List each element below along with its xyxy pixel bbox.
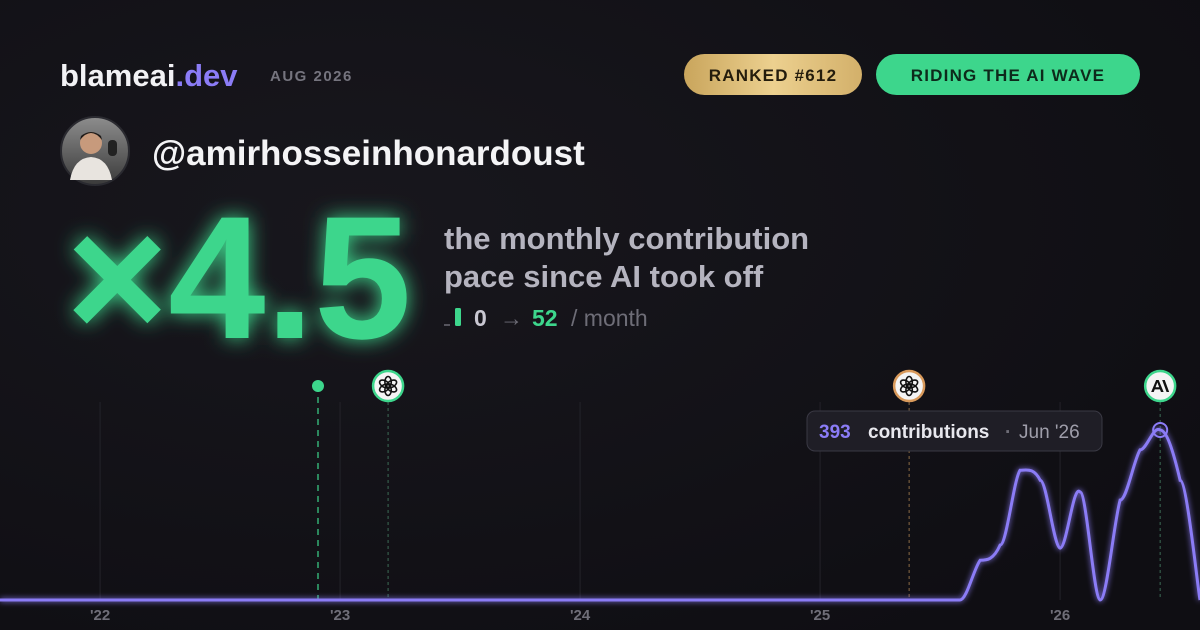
x-tick-label: '22: [90, 607, 110, 624]
x-tick-label: '23: [330, 607, 350, 624]
multiplier: ×4.5: [66, 181, 411, 376]
mini-bars: [444, 308, 461, 326]
event-icon: [371, 369, 405, 403]
status-badge: [876, 54, 1140, 95]
x-tick-label: '26: [1050, 607, 1070, 624]
pace-arrow: →: [500, 305, 523, 331]
caption-line: the monthly contribution: [444, 221, 809, 256]
logo-petal: [378, 379, 391, 389]
rank-badge: [684, 54, 862, 95]
event-logo: [1151, 380, 1170, 392]
event-dot: [312, 380, 324, 392]
avatar: [60, 116, 130, 186]
pace-after: 52: [532, 305, 558, 331]
event-logo: [899, 375, 919, 397]
pace-line: 0 → 52 / month: [474, 305, 648, 331]
brand: blameai.dev: [60, 58, 238, 93]
highlight-point: [1152, 422, 1169, 439]
rank-badge-text: RANKED #612: [709, 66, 837, 85]
chart: '22 '23 '24 '25 '26 393 contributions · Jun '26: [0, 369, 1200, 624]
tooltip-label: contributions: [868, 422, 989, 443]
logo-petal: [899, 379, 912, 389]
handle: @amirhosseinhonardoust: [152, 134, 585, 173]
event-logo: [378, 375, 398, 397]
date: AUG 2026: [270, 68, 353, 85]
x-tick-label: '25: [810, 607, 830, 624]
tooltip-separator: ·: [1005, 422, 1011, 443]
x-tick-label: '24: [570, 607, 591, 624]
tooltip-date: Jun '26: [1019, 422, 1080, 443]
line: [0, 427, 1200, 602]
brand-name: blameai: [60, 58, 175, 93]
pace-unit: / month: [571, 305, 648, 331]
caption-line: pace since AI took off: [444, 259, 764, 294]
tooltip-value: 393: [819, 422, 851, 443]
tooltip: [806, 410, 1103, 452]
event-icon: [892, 369, 926, 403]
brand-tld: .dev: [175, 58, 238, 93]
status-badge-text: RIDING THE AI WAVE: [911, 66, 1105, 85]
pace-before: 0: [474, 305, 487, 331]
logo-shape: [1151, 380, 1170, 392]
tooltip-text: 393 contributions · Jun '26: [819, 422, 1080, 443]
